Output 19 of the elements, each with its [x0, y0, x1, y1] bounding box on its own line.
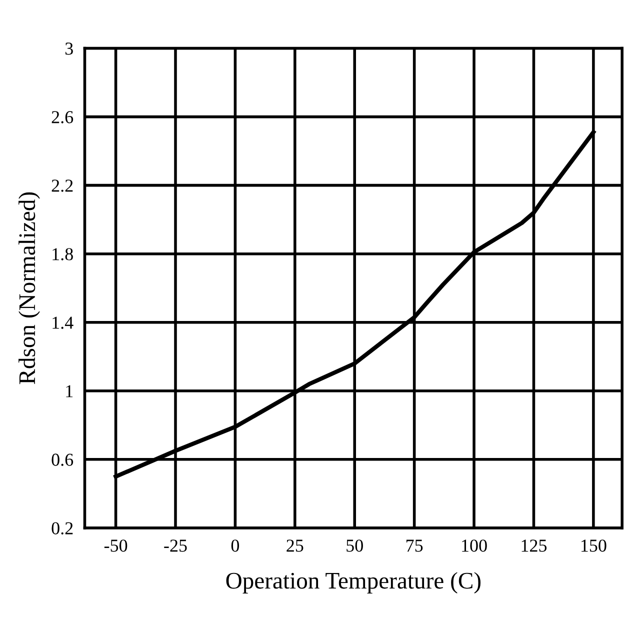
x-tick-label: 50	[346, 540, 363, 552]
y-tick-label: 2.6	[52, 111, 74, 124]
y-tick-label: 0.6	[52, 454, 74, 466]
x-tick-label: 25	[286, 540, 304, 552]
y-tick-label: 0.2	[52, 522, 73, 534]
x-tick-label: 150	[581, 540, 606, 552]
y-tick-label: 1.8	[52, 248, 73, 260]
x-tick-label: 125	[522, 540, 547, 552]
y-tick-label: 2.2	[52, 180, 73, 192]
x-axis-title: Operation Temperature (C)	[226, 572, 480, 594]
x-tick-label: 100	[462, 540, 487, 552]
y-axis-title: Rdson (Normalized)	[18, 192, 40, 384]
y-tick-label: 1	[66, 385, 73, 398]
x-tick-label: 75	[406, 540, 423, 552]
x-tick-label: 0	[231, 540, 240, 552]
y-tick-label: 1.4	[52, 316, 74, 329]
y-tick-label: 3	[65, 42, 73, 55]
x-tick-label: -50	[104, 540, 128, 552]
x-tick-label: -25	[164, 540, 187, 552]
